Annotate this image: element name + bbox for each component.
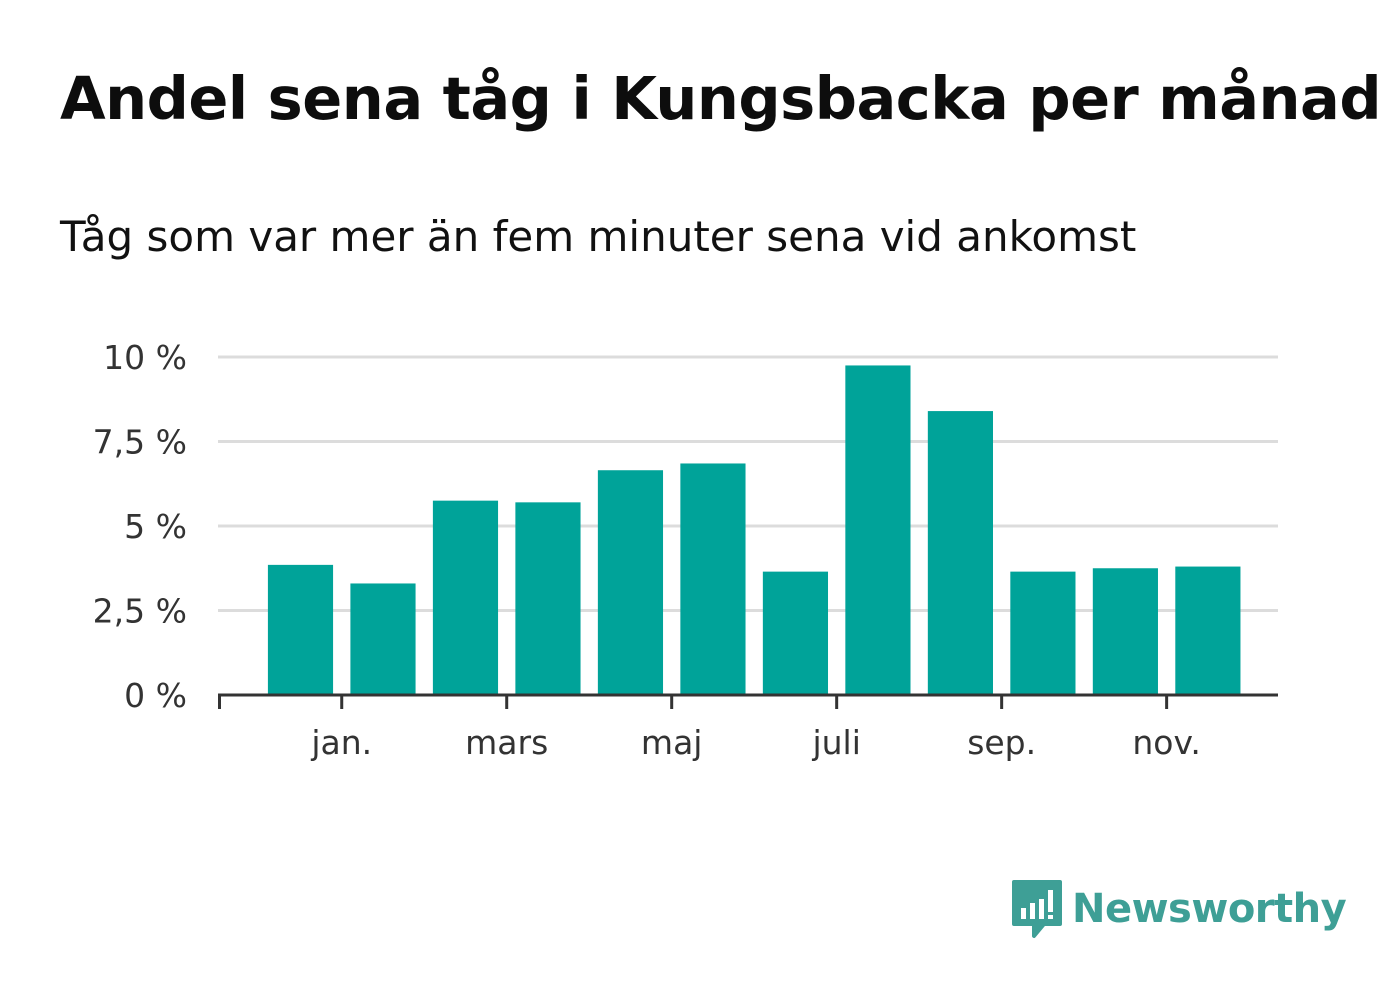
bar <box>350 583 416 695</box>
y-tick-label: 7,5 % <box>93 423 187 462</box>
chart-subtitle: Tåg som var mer än fem minuter sena vid … <box>60 212 1137 261</box>
bar <box>1010 571 1076 695</box>
x-tick-label: maj <box>641 723 703 762</box>
y-tick-label: 10 % <box>103 338 187 377</box>
bar <box>845 365 911 695</box>
bar <box>927 411 993 695</box>
x-axis-labels: jan. mars maj juli sep. nov. <box>310 723 1201 762</box>
bar <box>1092 568 1158 695</box>
y-axis-labels: 0 % 2,5 % 5 % 7,5 % 10 % <box>93 338 187 715</box>
logo-text: Newsworthy <box>1072 886 1347 932</box>
bars <box>267 365 1241 695</box>
y-tick-label: 5 % <box>124 507 187 546</box>
x-tick-label: juli <box>811 723 860 762</box>
bar <box>680 463 746 695</box>
bar <box>515 502 581 695</box>
x-tick-label: mars <box>465 723 548 762</box>
y-tick-label: 0 % <box>124 676 187 715</box>
y-tick-label: 2,5 % <box>93 592 187 631</box>
x-tick-label: nov. <box>1132 723 1201 762</box>
bar <box>432 500 499 695</box>
bar <box>1175 566 1241 695</box>
bar <box>762 571 829 695</box>
axes <box>218 693 1278 709</box>
x-tick-label: sep. <box>967 723 1036 762</box>
bar <box>267 564 334 695</box>
x-tick-label: jan. <box>310 723 372 762</box>
newsworthy-bar-chart-icon <box>1012 880 1062 938</box>
newsworthy-logo: Newsworthy <box>1010 878 1347 940</box>
bar <box>597 470 664 695</box>
chart-title: Andel sena tåg i Kungsbacka per månad <box>60 64 1382 133</box>
